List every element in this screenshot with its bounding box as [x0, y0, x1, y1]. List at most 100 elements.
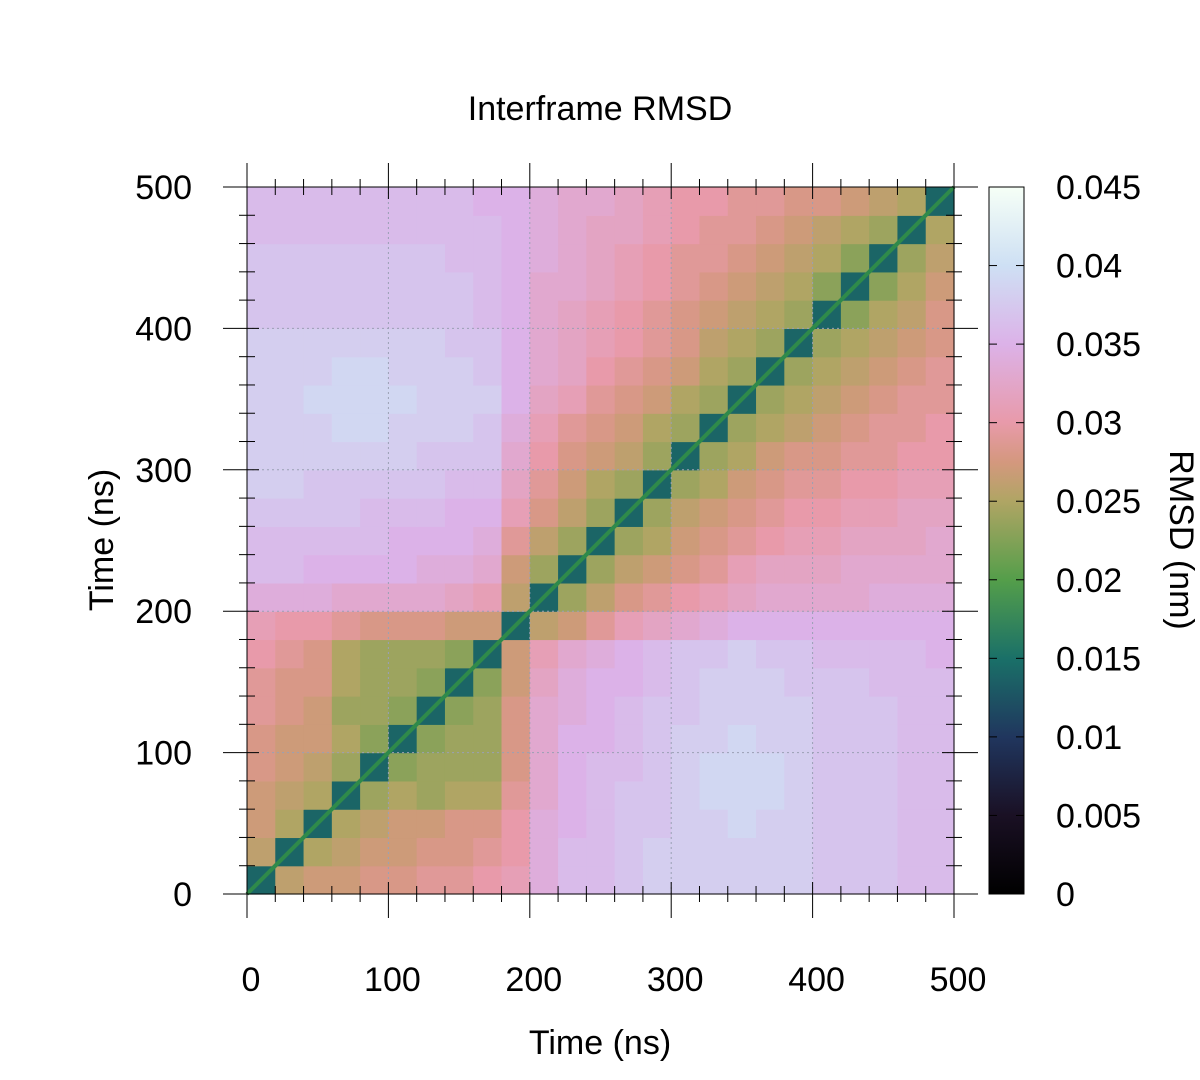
heatmap-cell [275, 300, 305, 329]
heatmap-cell [247, 328, 276, 358]
y-tick-label: 400 [135, 310, 192, 348]
heatmap-cell [331, 526, 361, 556]
heatmap-cell [444, 865, 474, 895]
heatmap-cell [812, 667, 842, 697]
heatmap-cell [586, 356, 616, 386]
heatmap-cell [529, 187, 559, 216]
heatmap-cell [558, 356, 587, 386]
heatmap-cell [416, 328, 446, 358]
heatmap-cell [925, 526, 955, 556]
heatmap-cell [642, 215, 672, 245]
heatmap-cell [529, 752, 559, 782]
heatmap-cell [897, 611, 927, 641]
heatmap-cell [586, 752, 616, 782]
heatmap-cell [756, 696, 785, 725]
heatmap-cell [869, 752, 899, 782]
heatmap-cell [699, 837, 729, 867]
heatmap-cell [671, 413, 701, 443]
y-axis-tick-labels: 0 100 200 300 400 500 [135, 169, 192, 914]
heatmap-cell [303, 752, 333, 782]
heatmap-cell [444, 300, 474, 329]
heatmap-cell [529, 780, 559, 810]
heatmap-cell [360, 300, 389, 329]
heatmap-cell [331, 498, 361, 527]
heatmap-cell [784, 865, 814, 895]
plot-frame [246, 186, 955, 895]
heatmap-cell [275, 215, 305, 245]
heatmap-cell [360, 215, 389, 245]
heatmap-cell [812, 356, 842, 386]
heatmap-cell [501, 356, 531, 386]
heatmap-cell [247, 667, 276, 697]
heatmap-cell [784, 752, 814, 782]
heatmap-cell [501, 526, 531, 556]
heatmap-cell [699, 611, 729, 641]
heatmap-cell [388, 243, 418, 273]
heatmap-cell [501, 469, 531, 499]
heatmap-cell [671, 498, 701, 527]
heatmap-cell [642, 356, 672, 386]
heatmap-cell [756, 526, 785, 556]
heatmap-cell [558, 611, 587, 641]
heatmap-cell [699, 752, 729, 782]
heatmap-cell [275, 696, 305, 725]
heatmap-cell [784, 526, 814, 556]
heatmap-cell [642, 271, 672, 301]
heatmap-cell [501, 243, 531, 273]
heatmap-cell [247, 809, 276, 839]
heatmap-cell [586, 809, 616, 839]
heatmap-cell [727, 639, 757, 669]
heatmap-cell [897, 300, 927, 329]
heatmap-cell [529, 526, 559, 556]
heatmap-cell [642, 187, 672, 216]
heatmap-cell [812, 243, 842, 273]
heatmap-cell [331, 469, 361, 499]
heatmap-cell [784, 582, 814, 612]
heatmap-cell [558, 187, 587, 216]
diagonal-self-rmsd-line [245, 185, 956, 896]
heatmap-cell [671, 187, 701, 216]
heatmap-cell [331, 413, 361, 443]
heatmap-cell [840, 187, 870, 216]
heatmap-cell [671, 724, 701, 754]
heatmap-cell [614, 724, 644, 754]
heatmap-cell [897, 780, 927, 810]
heatmap-cell [812, 187, 842, 216]
heatmap-cell [840, 328, 870, 358]
heatmap-cell [275, 639, 305, 669]
heatmap-cell [699, 441, 729, 471]
heatmap-cell [529, 724, 559, 754]
heatmap-cell [247, 639, 276, 669]
heatmap-cell [869, 865, 899, 895]
heatmap-cell [558, 639, 587, 669]
heatmap-cell [756, 809, 785, 839]
heatmap-cell [501, 837, 531, 867]
heatmap-cell [247, 837, 276, 867]
heatmap-cell [331, 837, 361, 867]
heatmap-cell [840, 554, 870, 584]
heatmap-cell [388, 667, 418, 697]
heatmap-cell [303, 356, 333, 386]
heatmap-cell [247, 441, 276, 471]
heatmap-cell [473, 780, 503, 810]
heatmap-cell [444, 271, 474, 301]
heatmap-cell [360, 384, 389, 414]
heatmap-cell [275, 780, 305, 810]
colorbar-tick-label: 0.045 [1056, 169, 1141, 207]
heatmap-cell [642, 724, 672, 754]
heatmap-cell [727, 300, 757, 329]
heatmap-cell [331, 384, 361, 414]
heatmap-cell [303, 639, 333, 669]
heatmap-cell [416, 724, 446, 754]
heatmap-cell [699, 696, 729, 725]
heatmap-cell [247, 413, 276, 443]
heatmap-cell [529, 441, 559, 471]
heatmap-cell [473, 384, 503, 414]
heatmap-cell [756, 667, 785, 697]
heatmap-cell [756, 837, 785, 867]
heatmap-cell [727, 809, 757, 839]
heatmap-cell [586, 187, 616, 216]
heatmap-cell [699, 243, 729, 273]
heatmap-cell [247, 300, 276, 329]
heatmap-cell [897, 554, 927, 584]
